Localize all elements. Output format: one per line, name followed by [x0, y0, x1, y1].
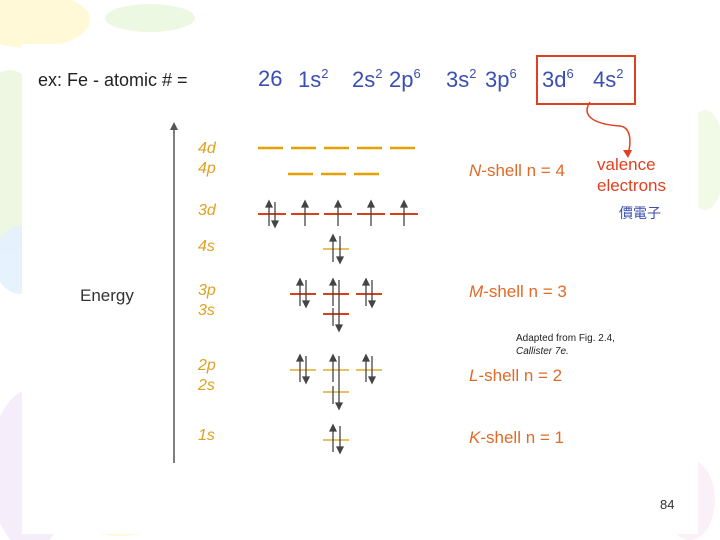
config-3p: 3p6	[485, 66, 517, 92]
config-prefix-text: ex: Fe - atomic # =	[38, 70, 188, 90]
level-label-3d: 3d	[198, 202, 216, 219]
level-label-4p: 4p	[198, 160, 216, 177]
shell-label-m: M-shell n = 3	[469, 282, 567, 301]
electrons-3d	[264, 199, 409, 229]
shell-label-k: K-shell n = 1	[469, 428, 564, 447]
electrons-3p3s	[295, 277, 377, 333]
figure-credit: Adapted from Fig. 2.4, Callister 7e.	[516, 333, 615, 357]
config-2p: 2p6	[389, 66, 421, 92]
orbital-diagram	[258, 146, 418, 455]
level-label-2s: 2s	[198, 377, 215, 394]
level-label-2p: 2p	[198, 357, 216, 374]
valence-pointer-arrow	[586, 101, 632, 158]
electrons-1s	[328, 423, 345, 455]
valence-chinese-label: 價電子	[619, 206, 661, 222]
energy-label: Energy	[80, 286, 134, 305]
level-label-4d: 4d	[198, 140, 216, 157]
valence-electrons-label: valence electrons	[597, 155, 666, 195]
electrons-2p2s	[295, 353, 377, 411]
valence-highlight-box	[536, 55, 636, 105]
config-prefix: ex: Fe - atomic # =	[38, 70, 188, 91]
level-label-3p: 3p	[198, 282, 216, 299]
config-3s: 3s2	[446, 66, 477, 92]
config-3d: 3d6	[542, 66, 574, 92]
config-1s: 1s2	[298, 66, 329, 92]
shell-label-n: N-shell n = 4	[469, 161, 565, 180]
page-number: 84	[660, 497, 675, 512]
level-label-4s: 4s	[198, 238, 215, 255]
level-label-3s: 3s	[198, 302, 215, 319]
config-4s: 4s2	[593, 66, 624, 92]
config-2s: 2s2	[352, 66, 383, 92]
atomic-number: 26	[258, 66, 283, 91]
energy-axis	[170, 122, 178, 463]
level-label-1s: 1s	[198, 427, 215, 444]
shell-label-l: L-shell n = 2	[469, 366, 563, 385]
electrons-4s	[328, 233, 345, 265]
